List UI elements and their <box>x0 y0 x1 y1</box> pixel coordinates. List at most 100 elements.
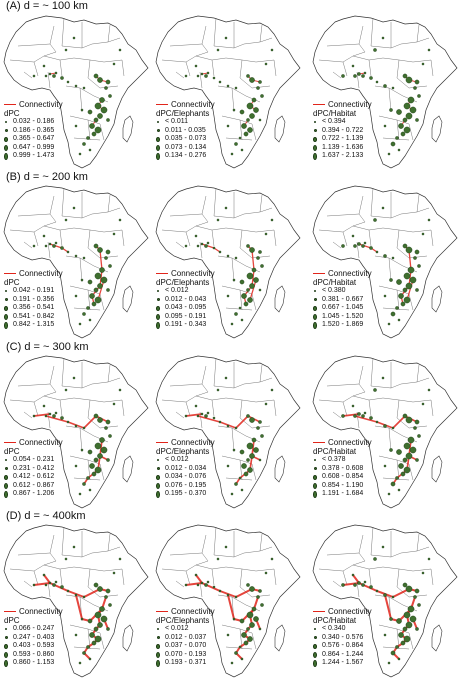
country-border <box>99 425 119 429</box>
legend-class-label: 0.186 - 0.365 <box>13 126 55 134</box>
habitat-patch <box>94 272 102 280</box>
legend-class-label: 0.191 - 0.343 <box>165 321 207 329</box>
habitat-patch <box>397 657 401 661</box>
country-border <box>416 37 430 43</box>
africa-map-panel <box>312 524 458 678</box>
habitat-patch <box>363 580 367 584</box>
legend-class-item: 0.412 - 0.612 <box>4 473 63 482</box>
country-border <box>61 187 65 217</box>
madagascar-outline <box>122 115 134 143</box>
habitat-patch <box>204 583 208 587</box>
legend-class-label: 0.378 - 0.608 <box>322 464 364 472</box>
connectivity-link <box>185 413 203 417</box>
legend-class-item: < 0.012 <box>156 456 215 465</box>
legend-class-item: 0.867 - 1.206 <box>4 490 63 499</box>
habitat-patch <box>87 279 93 285</box>
country-border <box>342 231 348 247</box>
habitat-patch <box>247 467 253 473</box>
habitat-patch <box>97 113 103 119</box>
habitat-patch <box>184 244 188 248</box>
habitat-patch <box>391 595 395 599</box>
habitat-patch <box>413 595 417 599</box>
legend-class-label: < 0.380 <box>322 287 346 294</box>
country-border <box>79 427 83 453</box>
habitat-patch <box>400 301 406 307</box>
legend-class-symbol <box>156 467 160 471</box>
country-border <box>408 123 414 141</box>
habitat-patch <box>74 593 78 597</box>
legend-class-symbol <box>314 121 316 124</box>
habitat-patch <box>100 276 108 284</box>
country-border <box>49 195 55 215</box>
legend-class-symbol <box>4 659 8 668</box>
legend-class-label: 0.073 - 0.134 <box>165 143 207 151</box>
legend-metric-title: dPC/Elephants <box>156 616 210 625</box>
country-border <box>396 229 410 259</box>
legend-class-item: 1.520 - 1.869 <box>313 321 372 330</box>
legend-class-symbol <box>156 659 160 668</box>
country-border <box>342 570 348 586</box>
habitat-patch <box>415 458 419 462</box>
habitat-patch <box>52 583 56 587</box>
habitat-patch <box>251 97 257 103</box>
habitat-patch <box>91 640 97 646</box>
habitat-patch <box>54 580 58 584</box>
legend-class-symbol <box>313 306 317 311</box>
country-border <box>318 51 366 63</box>
country-border <box>201 534 207 554</box>
legend-connectivity-label: Connectivity <box>19 269 63 278</box>
habitat-patch <box>82 256 86 260</box>
legend-class-symbol <box>157 290 159 293</box>
habitat-patch <box>88 148 92 152</box>
habitat-patch <box>194 573 198 577</box>
habitat-patch <box>106 288 110 292</box>
legend-b-habitat: Connectivity dPC/Habitat < 0.380 0.381 - … <box>313 269 372 330</box>
habitat-patch <box>239 279 245 285</box>
legend-class-item: 0.070 - 0.193 <box>156 651 215 660</box>
legend-class-item: 0.340 - 0.576 <box>313 634 372 643</box>
habitat-patch <box>80 108 84 112</box>
habitat-patch <box>216 557 220 561</box>
legend-class-symbol <box>313 298 317 302</box>
country-border <box>259 546 273 552</box>
legend-class-label: < 0.340 <box>322 625 346 632</box>
habitat-patch <box>260 603 264 607</box>
habitat-patch <box>246 627 250 631</box>
legend-class-item: 0.231 - 0.412 <box>4 465 63 474</box>
legend-class-item: 1.637 - 2.133 <box>313 152 372 161</box>
habitat-patch <box>246 118 250 122</box>
habitat-patch <box>87 618 93 624</box>
habitat-patch <box>238 136 242 140</box>
habitat-patch <box>417 94 421 98</box>
habitat-patch <box>72 36 76 40</box>
country-border <box>185 61 191 77</box>
habitat-patch <box>421 232 425 236</box>
legend-class-symbol <box>4 152 8 161</box>
habitat-patch <box>230 661 234 665</box>
habitat-patch <box>402 582 408 588</box>
habitat-patch <box>395 476 399 480</box>
habitat-patch <box>395 306 399 310</box>
connectivity-link <box>75 594 83 620</box>
legend-b-dpc: Connectivity dPC 0.042 - 0.191 0.191 - 0.… <box>4 269 63 330</box>
country-border <box>9 51 57 63</box>
habitat-patch <box>196 244 200 248</box>
legend-class-label: 1.139 - 1.636 <box>322 143 364 151</box>
legend-class-item: 0.854 - 1.190 <box>313 482 372 491</box>
legend-class-symbol <box>313 137 317 142</box>
legend-metric-title: dPC/Elephants <box>156 278 210 287</box>
country-border <box>370 17 374 47</box>
row-title-b: (B) d = ~ 200 km <box>6 171 88 183</box>
legend-class-label: 0.191 - 0.356 <box>13 295 55 303</box>
country-border <box>201 195 207 215</box>
legend-class-item: 1.191 - 1.684 <box>313 490 372 499</box>
habitat-patch <box>389 108 393 112</box>
legend-class-symbol <box>156 152 160 161</box>
legend-c-dpc: Connectivity dPC 0.054 - 0.231 0.231 - 0.… <box>4 438 63 499</box>
habitat-patch <box>249 283 255 289</box>
habitat-patch <box>66 80 70 84</box>
legend-class-item: < 0.380 <box>313 287 372 296</box>
habitat-patch <box>212 585 216 589</box>
habitat-patch <box>118 218 122 222</box>
habitat-patch <box>391 426 395 430</box>
